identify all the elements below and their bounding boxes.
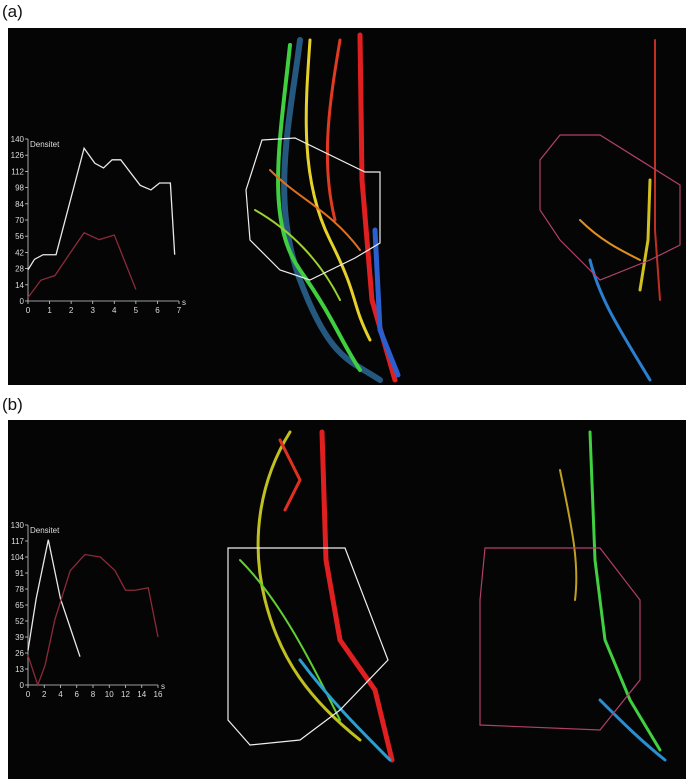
y-tick-label: 91 — [15, 569, 24, 578]
y-tick-label: 42 — [15, 248, 24, 257]
angiogram — [227, 429, 395, 763]
x-tick-label: 4 — [58, 690, 63, 699]
y-tick-label: 26 — [15, 649, 24, 658]
x-tick-label: 10 — [105, 690, 114, 699]
data-line — [27, 231, 137, 298]
y-tick-label: 39 — [15, 633, 24, 642]
x-tick-label: 2 — [42, 690, 47, 699]
y-tick-label: 117 — [11, 537, 24, 546]
data-line — [27, 539, 81, 657]
x-tick-label: 0 — [26, 690, 31, 699]
y-tick-label: 140 — [11, 135, 25, 144]
angiogram — [245, 32, 401, 383]
y-tick-label: 52 — [15, 617, 24, 626]
panel-image — [8, 420, 686, 779]
x-tick-label: 5 — [134, 306, 139, 315]
y-tick-label: 28 — [15, 265, 24, 274]
y-tick-label: 13 — [15, 665, 24, 674]
y-axis-label: Densitet — [30, 140, 60, 149]
x-tick-label: 14 — [137, 690, 146, 699]
panel-image — [8, 28, 686, 385]
panel-label: (a) — [2, 2, 23, 21]
y-axis-label: Densitet — [30, 526, 60, 535]
x-tick-label: 6 — [155, 306, 160, 315]
data-line — [27, 553, 159, 687]
angiogram — [539, 39, 681, 382]
y-tick-label: 0 — [20, 297, 25, 306]
x-tick-label: 2 — [69, 306, 74, 315]
y-tick-label: 98 — [15, 184, 24, 193]
x-tick-label: 3 — [90, 306, 95, 315]
x-tick-label: 0 — [26, 306, 31, 315]
y-tick-label: 78 — [15, 585, 24, 594]
x-tick-label: 6 — [75, 690, 80, 699]
y-tick-label: 65 — [15, 601, 24, 610]
angiogram — [479, 430, 667, 762]
x-tick-label: 7 — [177, 306, 182, 315]
panel-label: (b) — [2, 395, 23, 414]
y-tick-label: 112 — [11, 167, 24, 176]
x-axis-label: s — [182, 298, 186, 307]
y-tick-label: 104 — [11, 553, 25, 562]
x-tick-label: 16 — [154, 690, 163, 699]
y-tick-label: 0 — [20, 681, 25, 690]
x-tick-label: 12 — [121, 690, 130, 699]
x-tick-label: 8 — [91, 690, 96, 699]
x-tick-label: 1 — [47, 306, 52, 315]
y-tick-label: 84 — [15, 200, 24, 209]
y-tick-label: 56 — [15, 232, 24, 241]
y-tick-label: 14 — [15, 281, 24, 290]
x-tick-label: 4 — [112, 306, 117, 315]
y-tick-label: 126 — [11, 151, 25, 160]
data-line — [27, 146, 176, 271]
x-axis-label: s — [161, 682, 165, 691]
y-tick-label: 130 — [11, 521, 25, 530]
y-tick-label: 70 — [15, 216, 24, 225]
